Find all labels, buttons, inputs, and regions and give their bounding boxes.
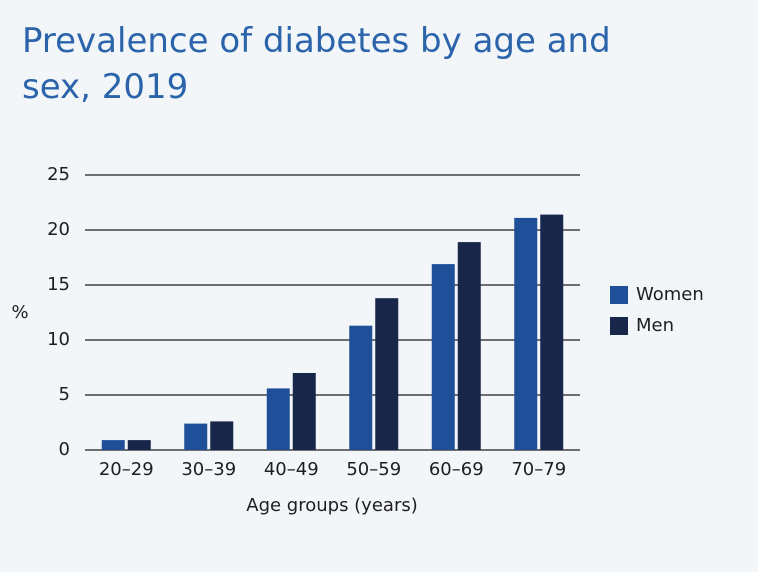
x-tick-label: 60–69 bbox=[429, 459, 484, 480]
legend-label: Men bbox=[636, 315, 674, 336]
bar bbox=[349, 325, 373, 450]
bar bbox=[457, 242, 481, 450]
legend-swatch bbox=[610, 317, 628, 335]
y-tick-label: 0 bbox=[59, 439, 70, 460]
y-tick-label: 25 bbox=[47, 164, 70, 185]
bar bbox=[514, 217, 538, 450]
bar bbox=[292, 373, 316, 450]
bar bbox=[184, 423, 208, 450]
bar bbox=[210, 421, 234, 450]
legend-swatch bbox=[610, 286, 628, 304]
y-axis-label: % bbox=[11, 302, 28, 323]
bar bbox=[540, 214, 564, 450]
bar bbox=[101, 440, 125, 450]
y-tick-label: 20 bbox=[47, 219, 70, 240]
x-tick-label: 20–29 bbox=[99, 459, 154, 480]
y-tick-label: 10 bbox=[47, 329, 70, 350]
bar bbox=[431, 264, 455, 450]
legend-label: Women bbox=[636, 284, 704, 305]
x-tick-label: 70–79 bbox=[511, 459, 566, 480]
x-axis-label: Age groups (years) bbox=[246, 495, 418, 516]
chart-title: Prevalence of diabetes by age and sex, 2… bbox=[22, 21, 611, 107]
y-tick-label: 15 bbox=[47, 274, 70, 295]
x-tick-label: 50–59 bbox=[346, 459, 401, 480]
bar bbox=[127, 440, 151, 450]
x-tick-label: 40–49 bbox=[264, 459, 319, 480]
bar bbox=[375, 298, 399, 450]
bar bbox=[266, 388, 290, 450]
x-tick-label: 30–39 bbox=[181, 459, 236, 480]
y-tick-label: 5 bbox=[59, 384, 70, 405]
